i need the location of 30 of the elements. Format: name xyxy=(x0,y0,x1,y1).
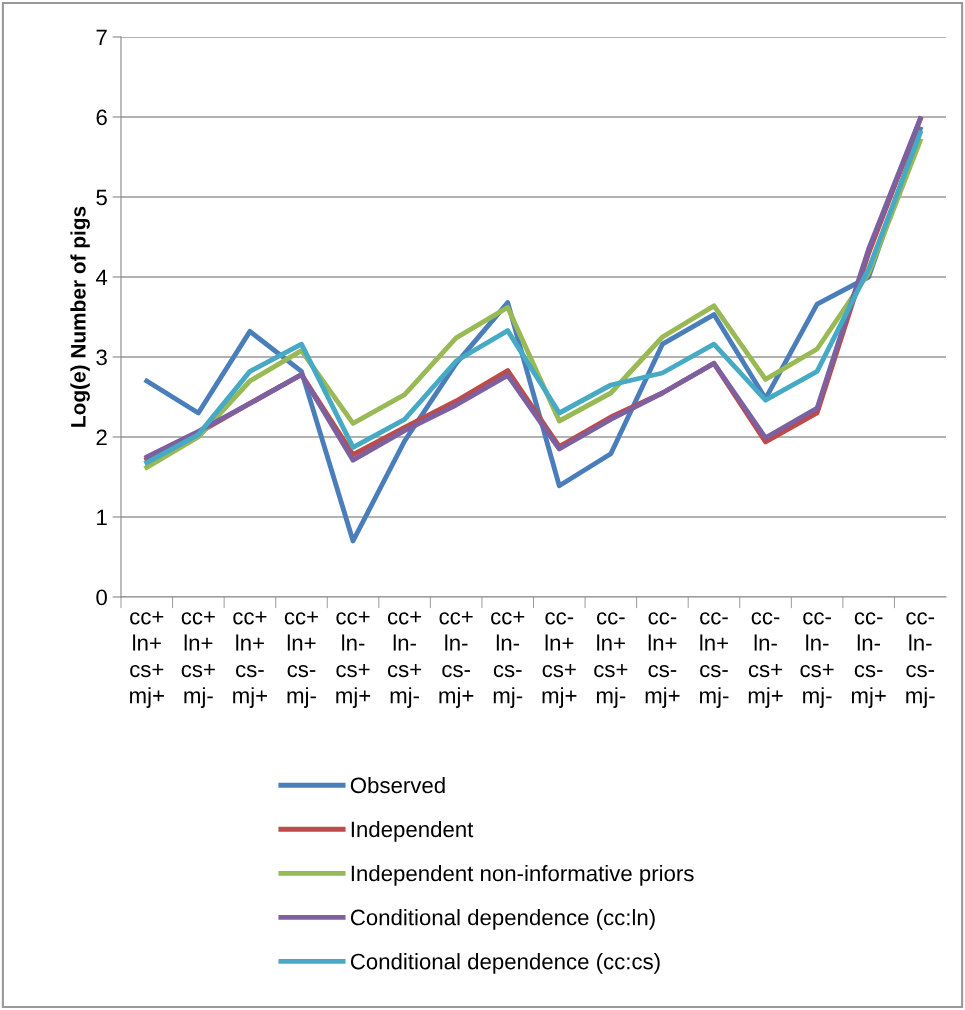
x-tick-label: cc- ln- cs- mj- xyxy=(906,612,935,708)
x-tick-label: cc- ln+ cs- mj- xyxy=(700,612,729,708)
legend-label: Independent non-informative priors xyxy=(351,864,694,886)
x-tick-label: cc- ln- cs- mj+ xyxy=(851,612,886,708)
y-tick-label: 1 xyxy=(97,509,107,526)
y-tick-label: 2 xyxy=(96,429,107,446)
x-tick-label: cc+ ln- cs+ mj- xyxy=(387,611,422,708)
legend-label: Conditional dependence (cc:ln) xyxy=(350,909,655,930)
x-tick-label: cc- ln+ cs+ mj- xyxy=(594,612,628,708)
x-tick-label: cc+ ln+ cs+ mj+ xyxy=(130,611,164,708)
x-tick-label: cc+ ln+ cs- mj- xyxy=(284,611,318,708)
x-tick-label: cc+ ln+ cs+ mj- xyxy=(181,611,215,708)
x-tick-label: cc+ ln- cs- mj- xyxy=(491,611,525,708)
legend-label: Observed xyxy=(350,776,445,794)
x-tick-label: cc+ ln+ cs- mj+ xyxy=(233,611,268,708)
legend-label: Independent xyxy=(351,820,474,842)
legend-label: Conditional dependence (cc:cs) xyxy=(350,953,660,974)
x-tick-label: cc+ ln- cs- mj+ xyxy=(439,611,474,708)
y-tick-label: 6 xyxy=(96,109,107,126)
y-tick-label: 0 xyxy=(96,589,107,606)
y-tick-label: 5 xyxy=(96,189,107,206)
y-tick-label: 7 xyxy=(96,29,107,46)
x-tick-label: cc+ ln- cs+ mj+ xyxy=(336,611,371,708)
y-axis-title: Log(e) Number of pigs xyxy=(70,206,90,427)
y-tick-label: 3 xyxy=(96,349,107,366)
x-tick-label: cc- ln+ cs- mj+ xyxy=(645,612,680,708)
x-tick-label: cc- ln- cs+ mj- xyxy=(800,612,834,708)
y-tick-label: 4 xyxy=(95,269,108,286)
x-tick-label: cc- ln+ cs+ mj+ xyxy=(542,612,577,708)
x-tick-label: cc- ln- cs+ mj+ xyxy=(748,612,783,708)
